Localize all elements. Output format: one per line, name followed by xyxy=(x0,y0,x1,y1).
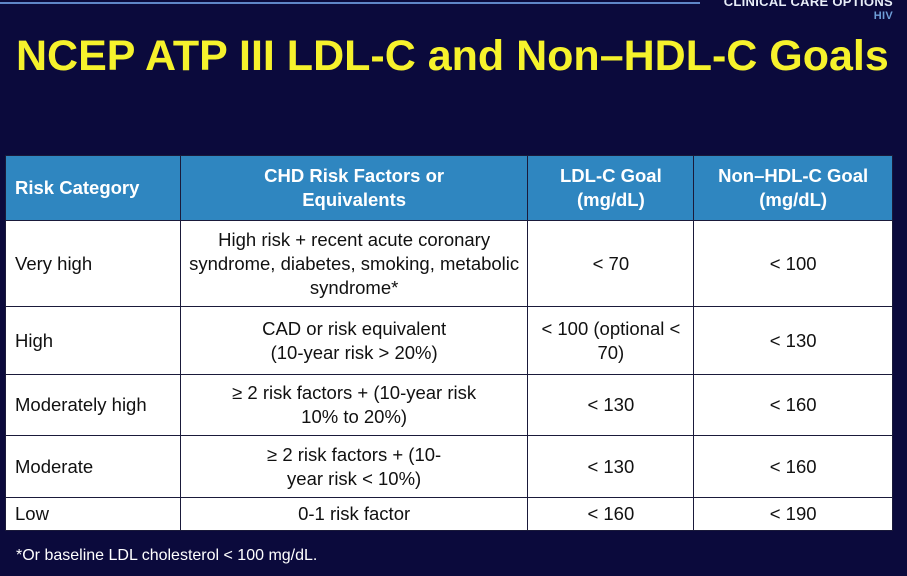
header-ldl-goal: LDL-C Goal (mg/dL) xyxy=(527,155,695,221)
logo: CLINICAL CARE OPTIONS HIV xyxy=(724,0,893,22)
risk-category: Moderately high xyxy=(5,374,181,436)
risk-factors: 0-1 risk factor xyxy=(179,497,529,531)
footnote: *Or baseline LDL cholesterol < 100 mg/dL… xyxy=(16,547,318,564)
slide-title: NCEP ATP III LDL-C and Non–HDL-C Goals xyxy=(16,32,889,80)
header-chd-risk-factors: CHD Risk Factors or Equivalents xyxy=(179,155,529,221)
ldl-goal: < 70 xyxy=(527,220,695,307)
table-row: Very high High risk + recent acute coron… xyxy=(5,220,893,307)
risk-category: Low xyxy=(5,497,181,531)
header-nonhdl-goal: Non–HDL-C Goal (mg/dL) xyxy=(693,155,893,221)
risk-factors: ≥ 2 risk factors + (10-year risk 10% to … xyxy=(179,374,529,436)
risk-factors: CAD or risk equivalent (10-year risk > 2… xyxy=(179,306,529,375)
table-row: Moderate ≥ 2 risk factors + (10-year ris… xyxy=(5,435,893,498)
ldl-goal: < 130 xyxy=(527,435,695,498)
ldl-goal: < 130 xyxy=(527,374,695,436)
header-risk-category: Risk Category xyxy=(5,155,181,221)
nonhdl-goal: < 130 xyxy=(693,306,893,375)
table-header-row: Risk Category CHD Risk Factors or Equiva… xyxy=(5,155,893,221)
risk-factors: High risk + recent acute coronary syndro… xyxy=(179,220,529,307)
top-divider-line xyxy=(0,2,700,4)
risk-category: Very high xyxy=(5,220,181,307)
risk-factors: ≥ 2 risk factors + (10-year risk < 10%) xyxy=(179,435,529,498)
nonhdl-goal: < 100 xyxy=(693,220,893,307)
ldl-goal: < 100 (optional < 70) xyxy=(527,306,695,375)
nonhdl-goal: < 160 xyxy=(693,374,893,436)
table-row: Low 0-1 risk factor < 160 < 190 xyxy=(5,497,893,531)
nonhdl-goal: < 160 xyxy=(693,435,893,498)
logo-name: CLINICAL CARE OPTIONS xyxy=(723,0,893,9)
ldl-goals-table: Risk Category CHD Risk Factors or Equiva… xyxy=(5,155,893,531)
risk-category: Moderate xyxy=(5,435,181,498)
table-row: High CAD or risk equivalent (10-year ris… xyxy=(5,306,893,375)
logo-sub: HIV xyxy=(873,10,893,22)
table-row: Moderately high ≥ 2 risk factors + (10-y… xyxy=(5,374,893,436)
nonhdl-goal: < 190 xyxy=(693,497,893,531)
ldl-goal: < 160 xyxy=(527,497,695,531)
risk-category: High xyxy=(5,306,181,375)
